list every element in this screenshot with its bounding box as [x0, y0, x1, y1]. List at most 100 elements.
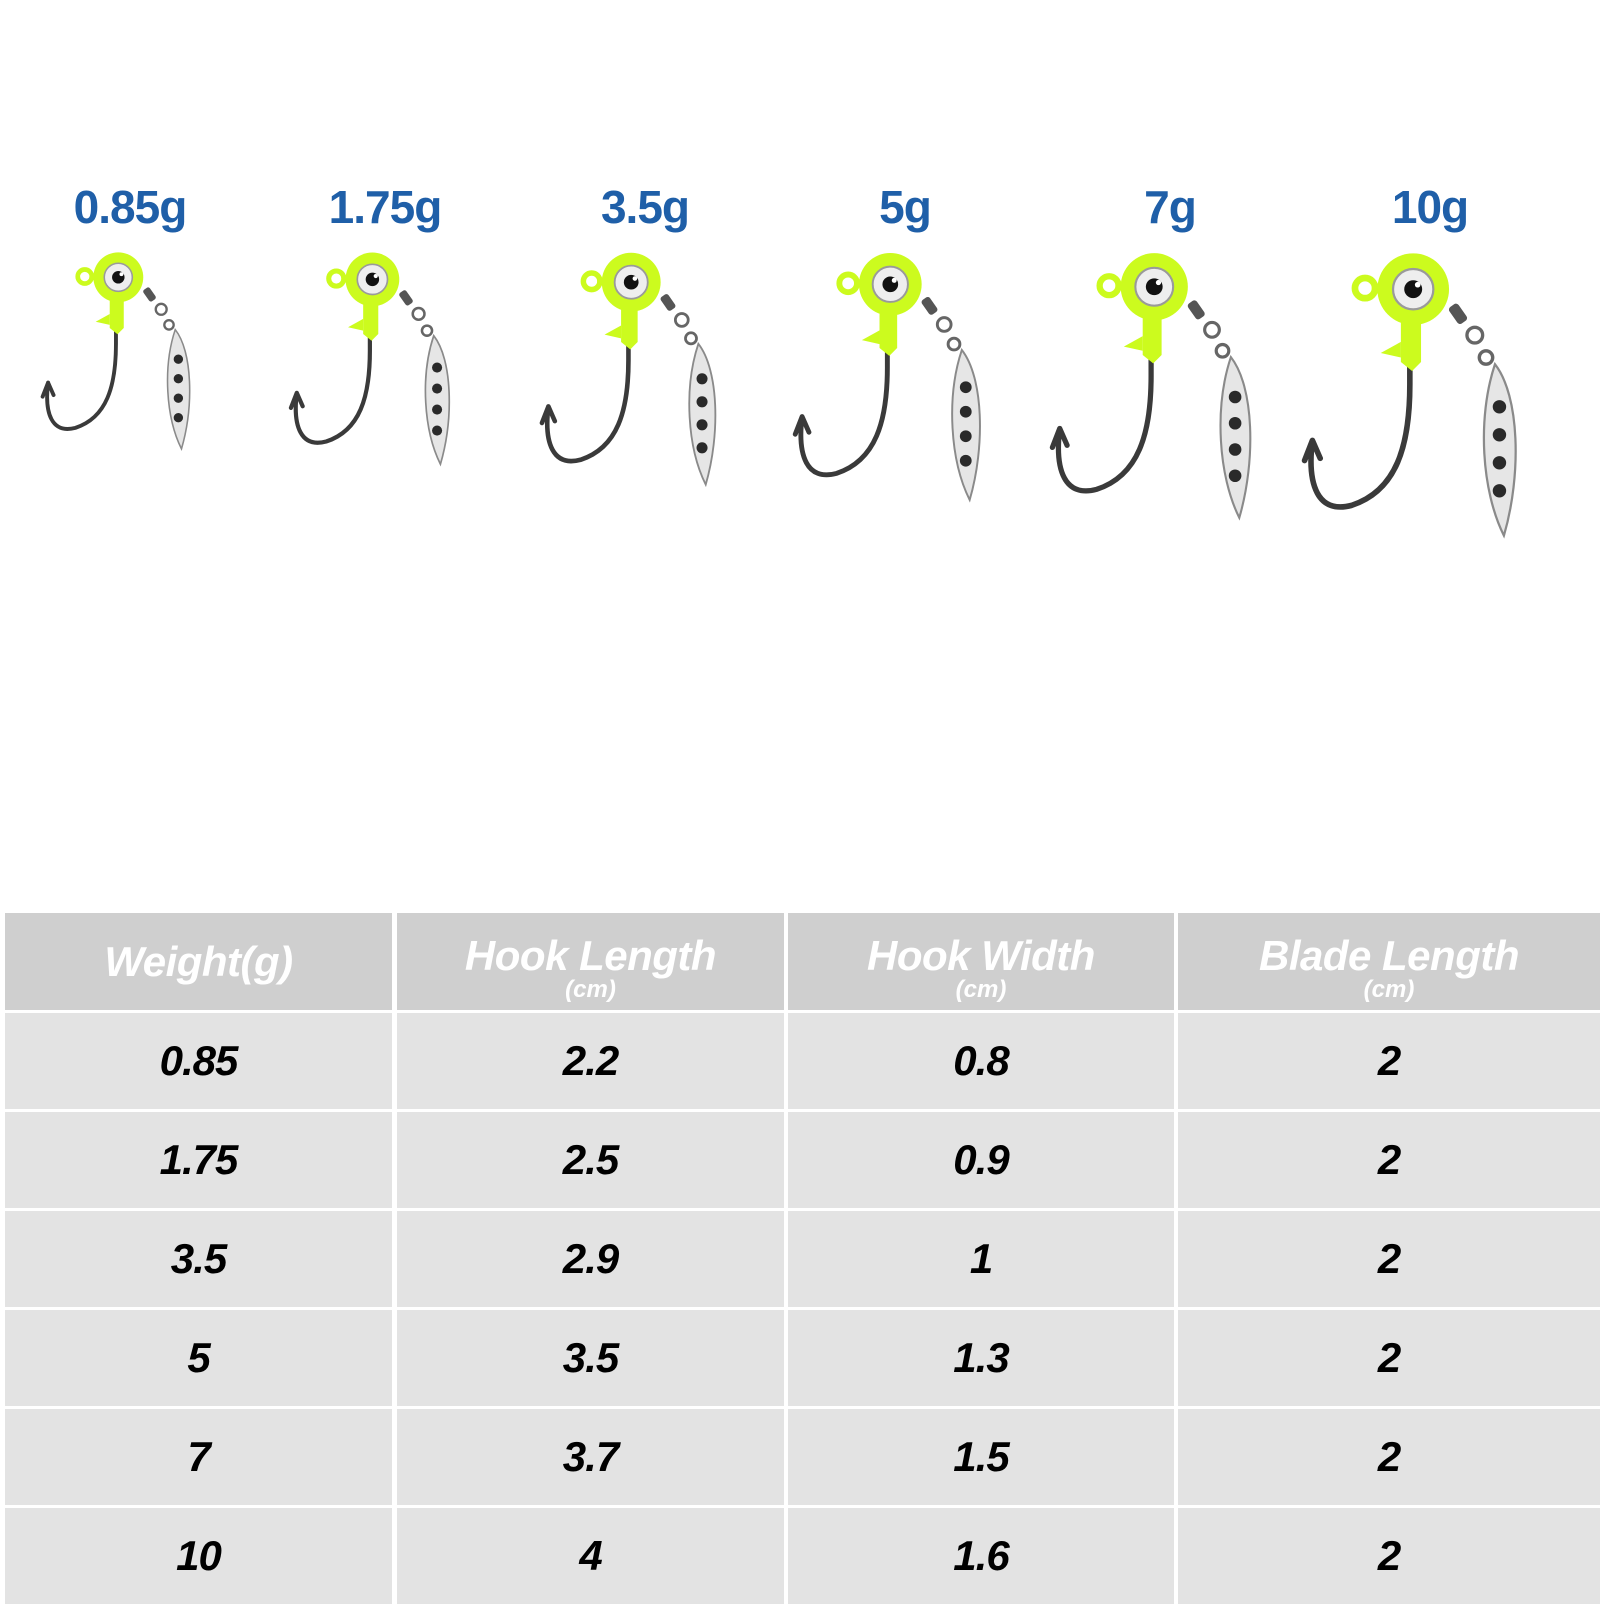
cell-weight: 10 — [5, 1508, 392, 1604]
spec-table: Weight(g) Hook Length (cm) Hook Width (c… — [5, 913, 1600, 1604]
lure-drawing — [539, 252, 717, 488]
hook-icon — [1301, 353, 1413, 510]
lure-drawing — [1049, 253, 1252, 521]
blade-dimple — [959, 405, 972, 418]
hook-icon — [792, 340, 890, 478]
split-ring-icon — [1214, 342, 1231, 359]
cell-hook-length: 2.5 — [397, 1112, 784, 1208]
table-row: 1.75 2.5 0.9 2 — [5, 1112, 1600, 1208]
blade-dimple — [173, 413, 184, 423]
blade-dimple — [1228, 416, 1242, 430]
lure-drawing — [288, 252, 451, 467]
split-ring-icon — [673, 312, 690, 328]
split-ring-icon — [154, 302, 168, 316]
header-weight: Weight(g) — [5, 913, 392, 1010]
cell-hook-width: 0.9 — [788, 1112, 1174, 1208]
table-row: 10 4 1.6 2 — [5, 1508, 1600, 1604]
lure-weight-label: 5g — [879, 181, 932, 233]
header-weight-label: Weight(g) — [104, 938, 293, 985]
blade-dimple — [1228, 443, 1242, 456]
header-hook-width: Hook Width (cm) — [788, 913, 1174, 1010]
cell-blade-length: 2 — [1178, 1112, 1600, 1208]
lure-size-strip: 0.85g 1.75g 3.5g 5g 7g 10g — [0, 150, 1600, 650]
eye-highlight — [119, 272, 124, 277]
blade-dimple — [173, 374, 184, 384]
eye-highlight — [891, 277, 897, 283]
cell-weight: 7 — [5, 1409, 392, 1505]
swivel-icon — [660, 294, 676, 311]
blade-dimple — [959, 381, 972, 394]
cell-blade-length: 2 — [1178, 1409, 1600, 1505]
header-hook-length: Hook Length (cm) — [397, 913, 784, 1010]
cell-hook-width: 0.8 — [788, 1013, 1174, 1109]
jig-barb-keeper — [1380, 341, 1401, 358]
lure-drawing — [792, 252, 981, 503]
blade-dimple — [1492, 456, 1507, 470]
header-blade-length-unit: (cm) — [1363, 976, 1415, 1003]
cell-weight: 3.5 — [5, 1211, 392, 1307]
willow-blade-icon — [1482, 361, 1517, 539]
header-hook-length-label: Hook Length — [464, 932, 717, 979]
hook-icon — [40, 322, 118, 431]
lure-item: 5g — [775, 150, 1035, 650]
lure-item: 0.85g — [0, 150, 260, 650]
cell-hook-width: 1.3 — [788, 1310, 1174, 1406]
jig-barb-keeper — [95, 313, 110, 325]
willow-blade-icon — [688, 341, 717, 488]
cell-hook-width: 1.6 — [788, 1508, 1174, 1604]
lure-drawing — [1301, 253, 1517, 539]
cell-weight: 1.75 — [5, 1112, 392, 1208]
blade-dimple — [173, 393, 184, 403]
lure-weight-label: 1.75g — [328, 181, 443, 233]
hook-icon — [1049, 347, 1154, 494]
lure-weight-label: 0.85g — [73, 181, 188, 233]
header-hook-width-unit: (cm) — [955, 976, 1007, 1003]
blade-dimple — [959, 430, 972, 443]
blade-dimple — [432, 383, 443, 394]
eye-highlight — [632, 276, 638, 281]
split-ring-icon — [1465, 325, 1485, 345]
cell-blade-length: 2 — [1178, 1310, 1600, 1406]
blade-dimple — [432, 425, 443, 436]
eye-highlight — [373, 273, 378, 279]
jig-head-lure-illustration — [792, 252, 981, 503]
jig-head-lure-illustration — [1049, 253, 1252, 521]
cell-hook-width: 1.5 — [788, 1409, 1174, 1505]
header-hook-width-label: Hook Width — [867, 932, 1095, 979]
swivel-icon — [1187, 300, 1205, 320]
lure-drawing — [40, 252, 191, 452]
split-ring-icon — [1203, 320, 1221, 339]
lure-item: 7g — [1040, 150, 1300, 650]
willow-blade-icon — [424, 333, 451, 467]
lure-item: 10g — [1300, 150, 1560, 650]
blade-dimple — [696, 396, 708, 408]
blade-dimple — [1228, 469, 1242, 483]
cell-blade-length: 2 — [1178, 1508, 1600, 1604]
blade-dimple — [1492, 428, 1507, 442]
cell-hook-length: 2.9 — [397, 1211, 784, 1307]
lure-weight-label: 10g — [1391, 181, 1469, 233]
blade-dimple — [696, 419, 708, 431]
blade-dimple — [1492, 400, 1507, 414]
spec-table-header: Weight(g) Hook Length (cm) Hook Width (c… — [5, 913, 1600, 1010]
cell-hook-length: 2.2 — [397, 1013, 784, 1109]
swivel-icon — [143, 287, 156, 302]
jig-head-lure-illustration — [288, 252, 451, 467]
lure-weight-label: 7g — [1144, 181, 1197, 233]
swivel-icon — [399, 290, 413, 306]
cell-hook-length: 3.5 — [397, 1310, 784, 1406]
split-ring-icon — [163, 319, 175, 331]
blade-dimple — [696, 442, 708, 454]
swivel-icon — [921, 296, 938, 315]
lure-weight-label: 3.5g — [600, 181, 690, 233]
blade-dimple — [173, 354, 184, 364]
jig-barb-keeper — [348, 318, 364, 331]
jig-barb-keeper — [861, 330, 880, 345]
blade-dimple — [696, 373, 708, 385]
blade-dimple — [1492, 484, 1507, 498]
split-ring-icon — [411, 306, 426, 321]
header-blade-length-label: Blade Length — [1258, 932, 1520, 979]
table-row: 0.85 2.2 0.8 2 — [5, 1013, 1600, 1109]
table-row: 7 3.7 1.5 2 — [5, 1409, 1600, 1505]
willow-blade-icon — [1219, 354, 1252, 521]
